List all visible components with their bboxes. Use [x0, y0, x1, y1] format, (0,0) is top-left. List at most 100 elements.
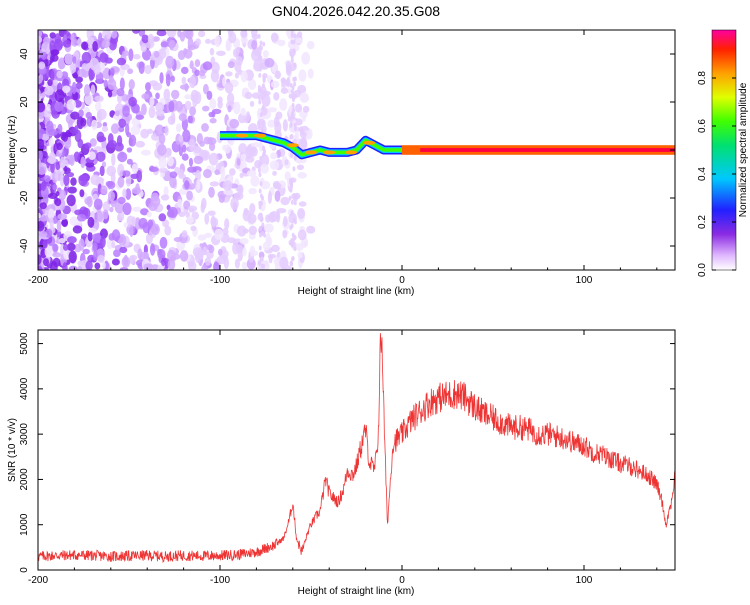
speckle-blob [178, 211, 186, 217]
speckle-blob [72, 56, 77, 64]
speckle-blob [128, 96, 138, 107]
speckle-blob [91, 119, 98, 131]
speckle-blob [178, 135, 184, 143]
speckle-blob [184, 94, 192, 100]
speckle-blob [214, 169, 221, 176]
speckle-blob [247, 213, 257, 224]
speckle-blob [58, 189, 67, 201]
speckle-blob [238, 143, 248, 155]
speckle-blob [257, 55, 261, 61]
speckle-blob [208, 111, 215, 118]
speckle-blob [137, 248, 143, 260]
speckle-blob [208, 136, 214, 145]
speckle-blob [296, 31, 303, 38]
speckle-blob [204, 232, 212, 239]
speckle-blob [280, 87, 289, 94]
speckle-blob [87, 231, 93, 242]
speckle-blob [223, 144, 231, 154]
y-tick-label: 0 [19, 147, 30, 153]
speckle-blob [128, 48, 134, 62]
x-tick-label: -200 [28, 275, 48, 286]
speckle-blob [69, 216, 79, 226]
speckle-blob [56, 70, 63, 79]
speckle-blob [293, 234, 297, 240]
speckle-blob [208, 186, 215, 198]
speckle-blob [50, 161, 55, 174]
speckle-blob [206, 244, 213, 251]
speckle-blob [265, 233, 271, 245]
speckle-blob [183, 30, 192, 39]
speckle-blob [40, 51, 47, 60]
speckle-blob [47, 192, 58, 199]
speckle-blob [294, 118, 303, 126]
speckle-blob [72, 225, 83, 234]
speckle-blob [175, 123, 182, 133]
speckle-blob [246, 258, 256, 270]
speckle-blob [258, 200, 262, 206]
speckle-blob [241, 261, 248, 270]
colorbar-label: Normalized spectral amplitude [738, 82, 749, 217]
speckle-blob [289, 152, 293, 158]
speckle-blob [217, 96, 223, 104]
speckle-blob [100, 185, 108, 195]
speckle-blob [92, 242, 98, 252]
speckle-blob [270, 80, 280, 89]
speckle-blob [273, 182, 282, 190]
speckle-blob [66, 99, 77, 111]
speckle-blob [40, 181, 47, 192]
speckle-blob [280, 196, 290, 206]
speckle-blob [259, 232, 263, 238]
speckle-blob [39, 202, 47, 210]
speckle-blob [53, 79, 58, 86]
speckle-blob [70, 63, 76, 75]
speckle-blob [259, 40, 263, 46]
speckle-blob [229, 118, 240, 129]
speckle-blob [122, 170, 131, 177]
speckle-blob [101, 125, 109, 132]
speckle-blob [158, 213, 167, 222]
speckle-blob [46, 120, 54, 133]
speckle-blob [55, 191, 60, 197]
speckle-blob [141, 103, 147, 116]
speckle-blob [258, 188, 262, 194]
speckle-blob [293, 122, 297, 128]
speckle-blob [293, 246, 297, 252]
speckle-blob [126, 158, 133, 165]
speckle-blob [168, 39, 176, 49]
speckle-blob [279, 256, 289, 270]
speckle-blob [184, 100, 192, 110]
speckle-blob [258, 225, 262, 231]
speckle-blob [54, 171, 64, 182]
speckle-blob [298, 69, 307, 82]
speckle-blob [90, 84, 96, 95]
y-tick-label: 2000 [19, 468, 30, 491]
speckle-blob [267, 191, 273, 204]
speckle-blob [289, 179, 293, 185]
speckle-blob [119, 246, 128, 254]
speckle-blob [269, 160, 280, 171]
speckle-blob [193, 155, 204, 165]
speckle-blob [294, 103, 303, 113]
speckle-blob [84, 93, 94, 106]
colorbar-tick-label: 0.0 [697, 263, 708, 277]
speckle-blob [206, 90, 213, 100]
speckle-blob [128, 79, 135, 90]
colorbar-tick-label: 0.4 [697, 167, 708, 181]
speckle-blob [259, 256, 263, 262]
speckle-blob [58, 238, 66, 244]
speckle-blob [96, 131, 105, 143]
speckle-blob [38, 158, 42, 170]
speckle-blob [111, 229, 121, 242]
speckle-blob [177, 30, 182, 38]
speckle-blob [165, 73, 171, 87]
speckle-blob [181, 76, 187, 85]
speckle-blob [38, 254, 42, 265]
speckle-blob [70, 32, 75, 46]
speckle-blob [88, 227, 97, 233]
speckle-blob [297, 171, 307, 179]
speckle-blob [273, 116, 280, 127]
speckle-blob [224, 81, 234, 94]
speckle-blob [286, 76, 291, 88]
x-tick-label: 100 [576, 575, 593, 586]
speckle-blob [136, 169, 143, 183]
